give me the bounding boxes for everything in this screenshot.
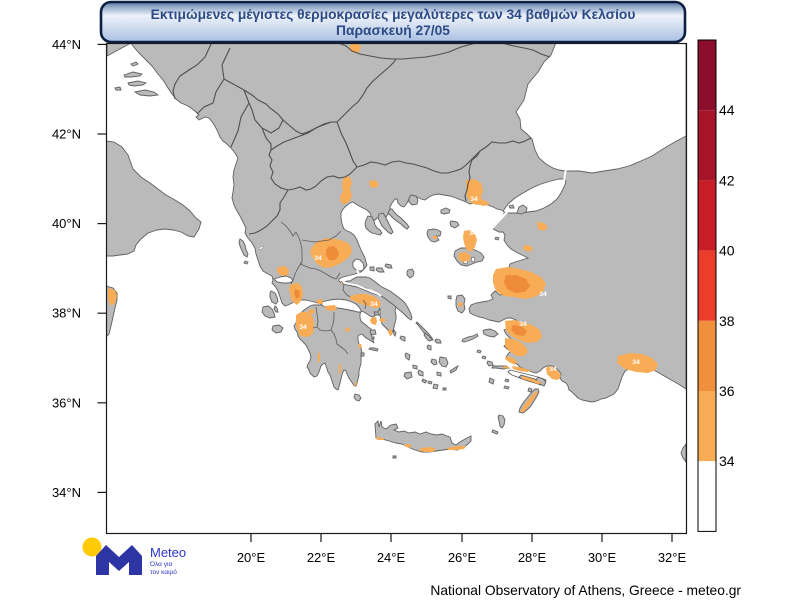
svg-text:44: 44 — [719, 102, 735, 118]
svg-text:40: 40 — [719, 243, 735, 259]
svg-text:34: 34 — [469, 230, 477, 237]
svg-text:40°N: 40°N — [52, 216, 81, 231]
svg-text:30°E: 30°E — [588, 550, 617, 565]
svg-text:34: 34 — [299, 324, 307, 331]
svg-text:42: 42 — [719, 172, 735, 188]
svg-text:34: 34 — [549, 366, 557, 373]
svg-text:26°E: 26°E — [448, 550, 477, 565]
svg-text:38°N: 38°N — [52, 306, 81, 321]
svg-text:34: 34 — [470, 196, 478, 203]
svg-text:34: 34 — [539, 291, 547, 298]
svg-text:34: 34 — [519, 321, 527, 328]
svg-text:36°N: 36°N — [52, 395, 81, 410]
svg-text:Meteo: Meteo — [150, 545, 186, 560]
svg-text:28°E: 28°E — [518, 550, 547, 565]
svg-text:34: 34 — [314, 255, 322, 262]
svg-text:34: 34 — [632, 359, 640, 366]
svg-text:32°E: 32°E — [658, 550, 687, 565]
svg-text:22°E: 22°E — [307, 550, 336, 565]
svg-text:36: 36 — [719, 383, 735, 399]
svg-text:20°E: 20°E — [237, 550, 266, 565]
svg-text:τον καιρό: τον καιρό — [150, 568, 177, 576]
svg-text:Εκτιμώμενες μέγιστες θερμοκρασ: Εκτιμώμενες μέγιστες θερμοκρασίες μεγαλύ… — [151, 7, 636, 22]
svg-text:24°E: 24°E — [377, 550, 406, 565]
svg-text:Όλα για: Όλα για — [149, 561, 172, 568]
svg-text:38: 38 — [719, 313, 735, 329]
svg-text:National Observatory of Athens: National Observatory of Athens, Greece -… — [430, 583, 741, 598]
svg-text:34: 34 — [719, 453, 735, 469]
svg-text:44°N: 44°N — [52, 37, 81, 52]
svg-text:42°N: 42°N — [52, 127, 81, 142]
svg-text:Παρασκευή 27/05: Παρασκευή 27/05 — [336, 23, 450, 38]
svg-text:34: 34 — [370, 301, 378, 308]
svg-text:34°N: 34°N — [52, 485, 81, 500]
